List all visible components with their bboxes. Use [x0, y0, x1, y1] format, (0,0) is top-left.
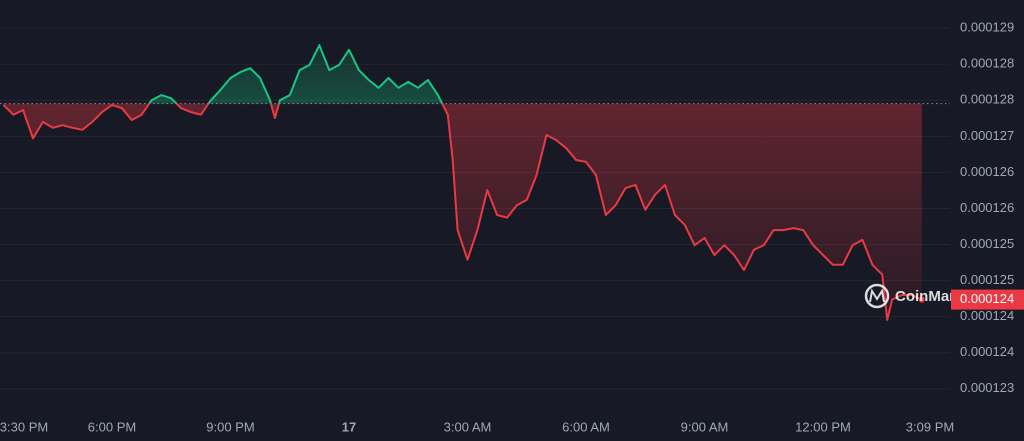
- x-tick-label: 9:00 PM: [206, 419, 254, 434]
- y-tick-label: 0.000124: [960, 308, 1014, 323]
- x-tick-label: 12:00 PM: [795, 419, 851, 434]
- y-tick-label: 0.000125: [960, 236, 1014, 251]
- x-tick-label: 17: [342, 419, 356, 434]
- watermark-logo-mark: [869, 288, 885, 303]
- current-price-label: 0.000124: [960, 291, 1014, 306]
- y-tick-label: 0.000126: [960, 164, 1014, 179]
- y-tick-label: 0.000124: [960, 344, 1014, 359]
- x-tick-label: 6:00 PM: [88, 419, 136, 434]
- x-tick-label: 9:00 AM: [681, 419, 729, 434]
- x-tick-label: 3:09 PM: [906, 419, 954, 434]
- y-tick-label: 0.000123: [960, 380, 1014, 395]
- x-tick-label: 6:00 AM: [562, 419, 610, 434]
- last-point: [918, 296, 925, 303]
- y-tick-label: 0.000126: [960, 200, 1014, 215]
- y-tick-label: 0.000125: [960, 272, 1014, 287]
- x-tick-label: 3:00 AM: [444, 419, 492, 434]
- y-tick-label: 0.000128: [960, 56, 1014, 71]
- y-tick-label: 0.000127: [960, 128, 1014, 143]
- y-tick-label: 0.000129: [960, 20, 1014, 35]
- x-tick-label: 3:30 PM: [0, 419, 48, 434]
- y-tick-label: 0.000128: [960, 92, 1014, 107]
- price-line: [2, 44, 923, 321]
- current-price-box: [951, 289, 1024, 310]
- area-fill: [3, 45, 922, 320]
- watermark-logo: [864, 283, 890, 309]
